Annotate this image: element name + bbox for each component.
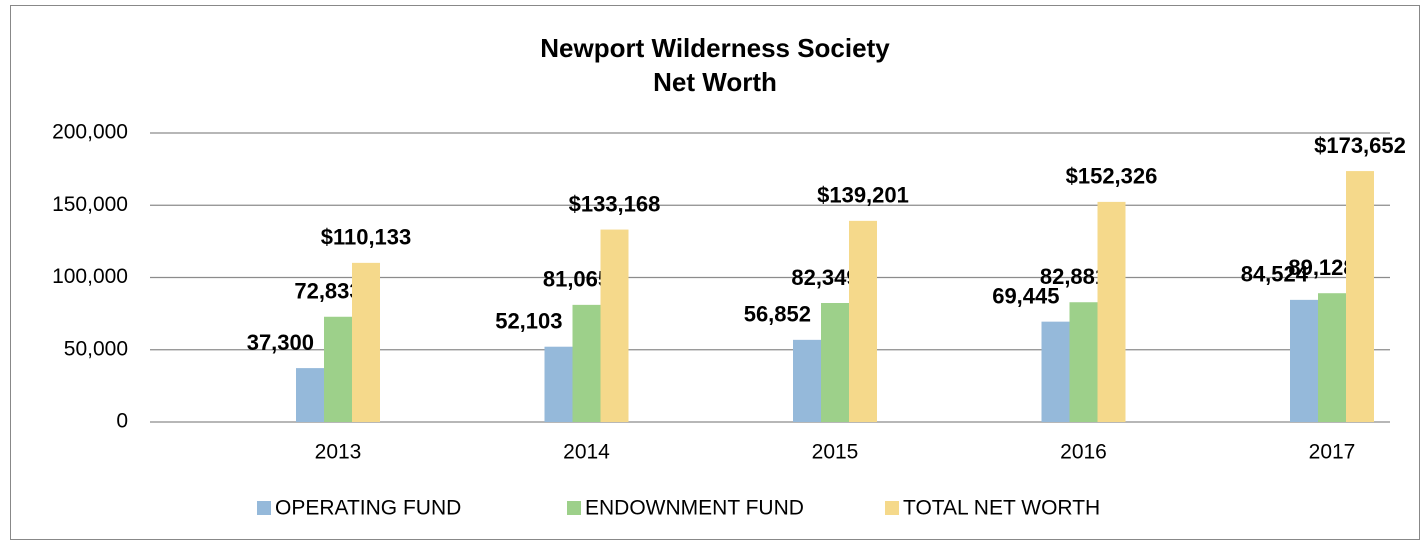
- value-label: 82,881: [1040, 264, 1107, 289]
- value-label: 84,524: [1241, 262, 1309, 287]
- x-tick-label: 2017: [1309, 441, 1356, 464]
- bar: [821, 303, 849, 422]
- x-tick-label: 2016: [1060, 441, 1107, 464]
- value-label: 81,065: [543, 267, 610, 292]
- value-label: $139,201: [817, 183, 909, 208]
- bar: [1346, 171, 1374, 422]
- legend-swatch: [257, 501, 271, 515]
- bar: [849, 220, 877, 422]
- value-label: 69,445: [992, 283, 1059, 308]
- y-tick-label: 50,000: [64, 337, 128, 360]
- x-tick-label: 2013: [315, 441, 362, 464]
- x-tick-label: 2015: [812, 441, 859, 464]
- y-tick-label: 150,000: [52, 193, 128, 216]
- bar: [1041, 321, 1070, 422]
- bar: [1097, 201, 1126, 422]
- legend-label: ENDOWNMENT FUND: [585, 497, 804, 520]
- y-tick-label: 200,000: [52, 121, 128, 144]
- legend-swatch: [567, 501, 581, 515]
- value-label: 89,128: [1288, 255, 1355, 280]
- value-label: 37,300: [247, 330, 314, 355]
- bar: [572, 304, 601, 422]
- value-label: 82,349: [791, 265, 858, 290]
- bar: [600, 229, 629, 422]
- value-label: 52,103: [495, 309, 562, 334]
- bar: [1069, 302, 1098, 422]
- bar: [1290, 299, 1318, 422]
- chart-border: [10, 5, 1420, 540]
- y-tick-label: 100,000: [52, 265, 128, 288]
- value-label: $133,168: [569, 191, 661, 216]
- legend-label: OPERATING FUND: [275, 497, 461, 520]
- value-label: $110,133: [321, 225, 412, 250]
- value-label: $152,326: [1066, 164, 1158, 189]
- legend-swatch: [885, 501, 899, 515]
- bar: [544, 346, 573, 422]
- bar: [1318, 293, 1346, 422]
- chart-title: Newport Wilderness Society: [540, 33, 890, 63]
- value-label: $173,652: [1314, 133, 1406, 158]
- bar: [324, 316, 352, 422]
- value-label: 72,833: [294, 279, 361, 304]
- value-label: 56,852: [744, 302, 811, 327]
- bar: [296, 368, 324, 422]
- x-tick-label: 2014: [563, 441, 610, 464]
- bar: [352, 262, 380, 422]
- chart-title: Net Worth: [653, 67, 777, 97]
- legend-label: TOTAL NET WORTH: [903, 497, 1100, 520]
- y-tick-label: 0: [116, 410, 128, 433]
- bar: [793, 339, 821, 422]
